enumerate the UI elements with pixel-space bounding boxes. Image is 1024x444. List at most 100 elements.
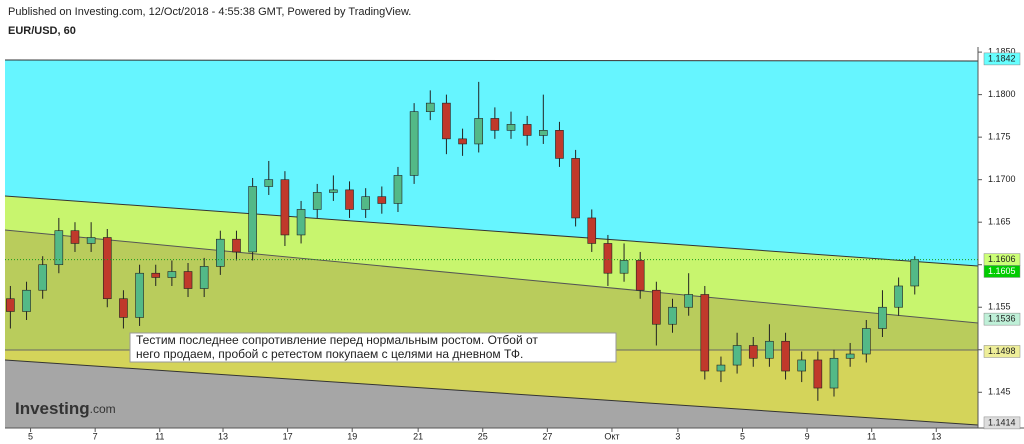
candle-body [393,175,403,204]
candle-body [716,364,726,372]
candle-body [539,130,548,136]
zone-yellow [5,350,978,425]
annotation-box [129,332,617,363]
x-tick-label: 11 [155,431,164,441]
candle-body [38,264,47,291]
candle-body [183,271,193,289]
candle-body [264,179,274,187]
candle-body [86,237,96,244]
annotation-line: Тестим последнее сопротивление перед нор… [136,333,538,347]
candle-body [845,353,855,359]
candle-body [151,272,161,278]
candle-body [684,294,693,308]
x-tick-label: 19 [347,431,357,441]
candle-body [781,340,790,372]
x-tick-label: 13 [931,431,941,441]
candle-body [22,289,31,312]
candle-body [102,237,112,300]
candle-body [409,111,419,176]
candle-body [910,259,920,287]
channel-line [5,359,978,426]
candle-body [732,345,742,366]
zone-cyan [5,60,978,266]
price-label: 1.1842 [988,53,1016,63]
candle-body [425,102,435,112]
price-label-box [983,416,1021,430]
candle-body [894,285,903,308]
candle-body [119,298,128,318]
candle-body [862,328,871,355]
channel-line [5,229,978,324]
candle-body [54,230,64,266]
candle-body [571,158,580,219]
candle-body [248,186,257,253]
background-zones [5,59,978,428]
candle-body [345,189,354,210]
candle-body [635,260,645,291]
price-label: 1.1605 [988,266,1016,276]
x-tick-label: 7 [93,431,98,441]
candle-body [312,192,322,210]
price-label-box [983,52,1021,66]
candle-body [6,298,15,312]
candle-body [70,230,80,244]
price-label: 1.1606 [988,254,1016,264]
candle-body [813,359,823,389]
y-tick-label: 1.165 [988,217,1011,227]
candle-body [442,102,451,140]
candle-body [232,238,241,253]
price-label-box [983,312,1021,326]
annotation-line: него продаем, пробой с ретестом покупаем… [136,347,523,361]
watermark-main: Investing [15,399,90,418]
channel-line [5,195,978,267]
x-tick-label: 25 [478,431,488,441]
candle-body [652,289,661,325]
candle-body [765,340,774,359]
candle-body [296,209,306,236]
x-tick-label: 17 [283,431,293,441]
candle-body [135,272,144,318]
y-tick-label: 1.145 [988,387,1011,397]
candle-body [458,138,467,145]
x-tick-label: 27 [542,431,552,441]
candle-body [199,266,209,289]
zone-grey [5,360,978,428]
price-label: 1.1414 [988,417,1016,427]
y-tick-label: 1.1700 [988,174,1016,184]
channel-line [5,59,978,62]
subtitle: Published on Investing.com, 12/Oct/2018 … [8,6,411,18]
y-tick-label: 1.1850 [988,46,1016,56]
candle-body [700,294,710,372]
candle-body [506,124,516,131]
price-label-box [983,265,1021,278]
candle-body [878,306,887,329]
x-tick-label: 5 [740,431,745,441]
candle-body [748,345,758,359]
candle-body [619,260,629,274]
candle-body [522,124,532,136]
candle-body [603,243,613,274]
chart-title: EUR/USD, 60 [8,25,76,37]
x-tick-label: 3 [675,431,680,441]
candles [6,81,920,401]
candle-body [377,196,387,204]
x-tick-label: Окт [604,431,619,441]
watermark-suffix: .com [90,402,116,416]
candle-body [474,118,484,145]
y-tick-label: 1.1800 [988,89,1016,99]
price-label: 1.1498 [988,346,1016,356]
x-tick-label: 9 [805,431,810,441]
candle-body [797,359,807,372]
x-tick-label: 13 [218,431,228,441]
candle-body [587,217,597,244]
x-tick-label: 11 [867,431,876,441]
candle-body [280,179,290,236]
candle-body [490,118,500,131]
candle-body [216,238,225,267]
price-label-box [983,345,1021,358]
y-tick-label: 1.175 [988,132,1011,142]
x-tick-label: 21 [413,431,423,441]
watermark: Investing.com [15,399,116,418]
candle-body [167,271,177,278]
